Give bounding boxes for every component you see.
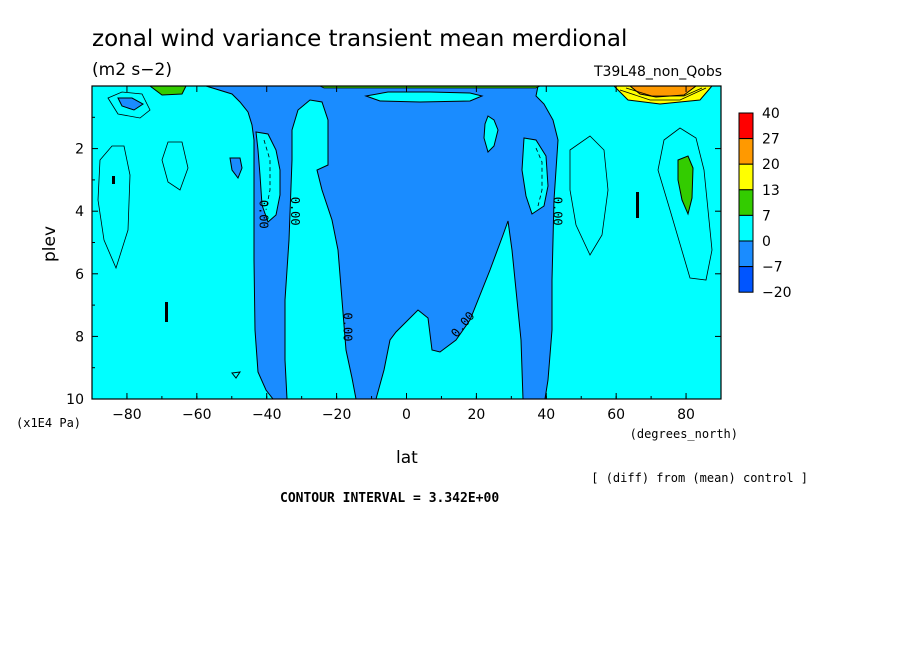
contour-value-label: 0.00 [288, 197, 302, 226]
contour-value-label: 0.00 [550, 197, 564, 226]
legend-level-label: −20 [762, 285, 792, 301]
mark-right-mid [636, 192, 639, 218]
cyan-island-left [255, 131, 281, 223]
legend-swatch [738, 138, 754, 165]
diff-note: [ (diff) from (mean) control ] [591, 471, 808, 485]
y-tick-label: 6 [75, 267, 84, 283]
legend-level-label: 27 [762, 132, 780, 148]
y-tick-label: 4 [75, 204, 84, 220]
legend-level-label: 20 [762, 157, 780, 173]
x-tick-label: 80 [677, 407, 695, 423]
x-tick-label: −40 [252, 407, 282, 423]
x-tick-label: −60 [182, 407, 212, 423]
cyan-island-center [364, 91, 484, 103]
x-tick-label: 60 [607, 407, 625, 423]
legend-swatch [738, 189, 754, 216]
y-axis-label: plev [40, 226, 60, 262]
legend-level-label: −7 [762, 260, 783, 276]
y-tick-label: 10 [66, 392, 84, 408]
y-tick-label: 8 [75, 329, 84, 345]
x-axis-units: (degrees_north) [630, 427, 738, 441]
legend-swatch [738, 112, 754, 140]
green-patch-right [677, 155, 694, 216]
legend-level-label: 7 [762, 208, 771, 224]
y-axis-units: (x1E4 Pa) [16, 416, 81, 430]
crowded-contours-top-right [619, 87, 707, 101]
contour-interval: CONTOUR INTERVAL = 3.342E+00 [280, 491, 499, 506]
x-tick-label: 0 [402, 407, 411, 423]
mark-left-low [165, 302, 168, 322]
contour-lines [97, 91, 713, 379]
mark-left-mid [112, 176, 115, 184]
x-axis-label: lat [396, 448, 418, 468]
legend-level-label: 0 [762, 234, 771, 250]
plot-area: 0.00 0.000.00 0.000.00 [91, 85, 722, 400]
contour-value-label: 0.00 [257, 200, 271, 229]
color-legend: 40 27 20 13 7 0 −7 −20 [738, 106, 792, 301]
legend-swatch [738, 240, 754, 268]
y-tick-label: 2 [75, 142, 84, 158]
run-label: T39L48_non_Qobs [593, 64, 722, 80]
legend-level-label: 13 [762, 183, 780, 199]
contour-value-label: 0.00 [341, 313, 355, 342]
legend-swatch [738, 214, 754, 242]
legend-swatch [738, 163, 754, 191]
legend-level-label: 40 [762, 106, 780, 122]
dashed-contours [263, 139, 543, 211]
x-tick-label: 40 [537, 407, 555, 423]
legend-swatch [738, 266, 754, 293]
x-tick-label: −80 [112, 407, 142, 423]
blue-spot-small [229, 157, 243, 180]
chart-title: zonal wind variance transient mean merdi… [92, 26, 627, 52]
blue-spot-left [117, 97, 144, 111]
x-axis: −80 −60 −40 −20 0 20 40 60 80 [91, 86, 722, 423]
chart-units: (m2 s−2) [92, 60, 172, 80]
x-tick-label: 20 [467, 407, 485, 423]
cyan-island-mid [483, 115, 499, 153]
cyan-island-right [521, 137, 549, 215]
y-axis: 2 4 6 8 10 [66, 116, 721, 408]
x-tick-label: −20 [322, 407, 352, 423]
